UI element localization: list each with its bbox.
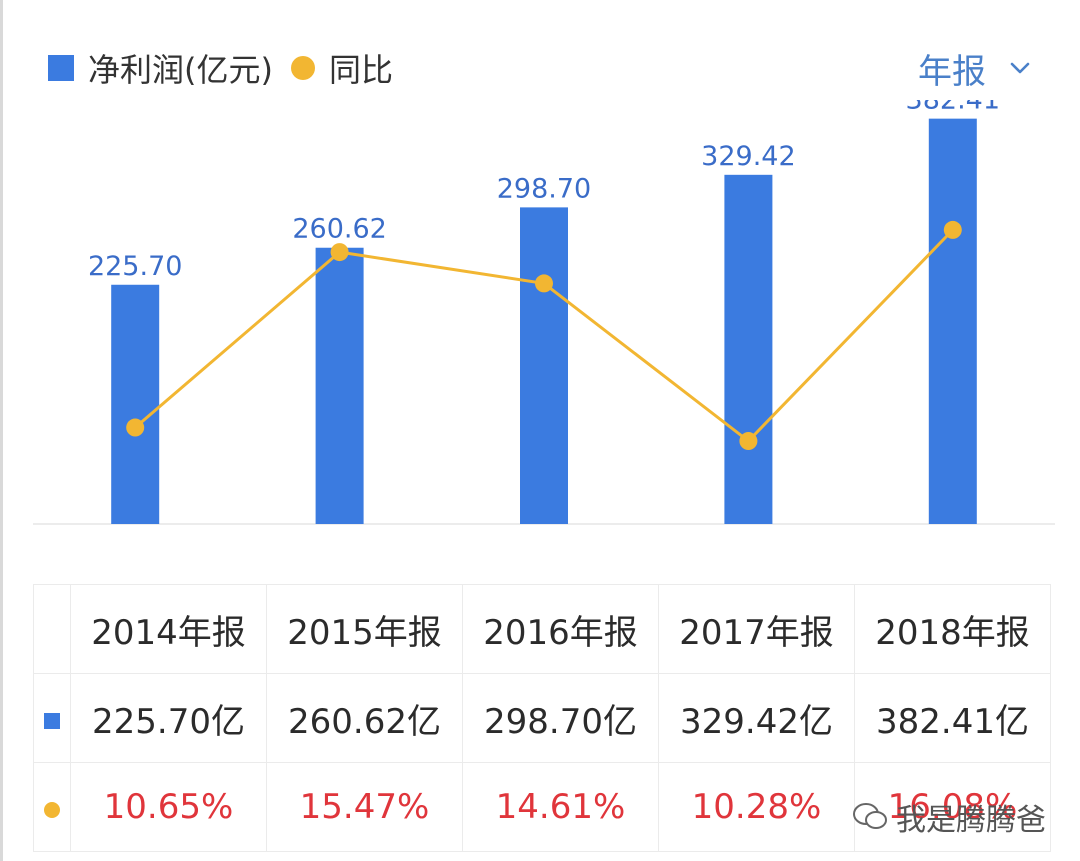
growth-point xyxy=(126,418,145,437)
table-header-cell: 2014年报 xyxy=(70,584,267,674)
line-legend-swatch xyxy=(290,56,315,80)
bar-value-label: 298.70 xyxy=(497,173,591,204)
profit-bar xyxy=(111,284,160,524)
table-cell-profit: 382.41亿 xyxy=(854,673,1051,763)
table-header-cell: 2015年报 xyxy=(266,584,463,674)
bar-legend-swatch xyxy=(48,55,74,81)
table-cell-profit: 260.62亿 xyxy=(266,673,463,763)
profit-bar xyxy=(315,247,364,524)
table-cell-growth: 10.28% xyxy=(658,762,855,852)
period-select-label: 年报 xyxy=(918,51,986,92)
profit-bar xyxy=(520,207,568,524)
bar-value-label: 329.42 xyxy=(701,141,795,172)
table-cell-profit: 225.70亿 xyxy=(70,673,267,763)
table-header-cell: 2018年报 xyxy=(854,584,1051,674)
table-cell-growth: 15.47% xyxy=(266,762,463,852)
bar-value-label: 260.62 xyxy=(292,214,386,245)
growth-point xyxy=(535,274,553,293)
table-header-row: 2014年报 2015年报 2016年报 2017年报 2018年报 xyxy=(33,584,1051,674)
chat-bubble-icon xyxy=(853,803,887,829)
bar-square-icon xyxy=(44,713,60,729)
bar-value-label: 382.41 xyxy=(906,100,1000,116)
table-cell-growth: 10.65% xyxy=(70,762,267,852)
table-cell-growth: 16.08% xyxy=(854,762,1051,852)
growth-point xyxy=(330,243,349,262)
bar-legend-label: 净利润(亿元) xyxy=(88,51,273,89)
table-header-cell: 2017年报 xyxy=(658,584,855,674)
chevron-down-icon xyxy=(1010,62,1030,74)
left-edge-divider xyxy=(0,0,3,861)
growth-point xyxy=(739,432,758,451)
table-cell-profit: 298.70亿 xyxy=(462,673,659,763)
line-dot-icon xyxy=(44,802,60,818)
profit-bar xyxy=(928,118,977,525)
growth-row-marker xyxy=(33,762,71,852)
watermark: 我是腾腾爸 xyxy=(852,795,1046,839)
table-corner-cell xyxy=(33,584,71,674)
bar-value-label: 225.70 xyxy=(88,251,182,282)
table-row-growth: 10.65% 15.47% 14.61% 10.28% 16.08% xyxy=(33,762,1051,852)
profit-chart: 225.70 260.62 298.70 329.42 382.41 xyxy=(33,100,1055,525)
table-cell-growth: 14.61% xyxy=(462,762,659,852)
table-cell-profit: 329.42亿 xyxy=(658,673,855,763)
table-row-profit: 225.70亿 260.62亿 298.70亿 329.42亿 382.41亿 xyxy=(33,673,1051,763)
data-table: 2014年报 2015年报 2016年报 2017年报 2018年报 225.7… xyxy=(33,584,1051,852)
table-header-cell: 2016年报 xyxy=(462,584,659,674)
watermark-text: 我是腾腾爸 xyxy=(896,803,1046,838)
line-legend-label: 同比 xyxy=(328,51,393,89)
profit-bar xyxy=(724,174,773,524)
profit-row-marker xyxy=(33,673,71,763)
chart-legend: 净利润(亿元) 同比 xyxy=(48,40,393,96)
period-select[interactable]: 年报 xyxy=(918,40,1032,96)
growth-point xyxy=(943,220,962,239)
